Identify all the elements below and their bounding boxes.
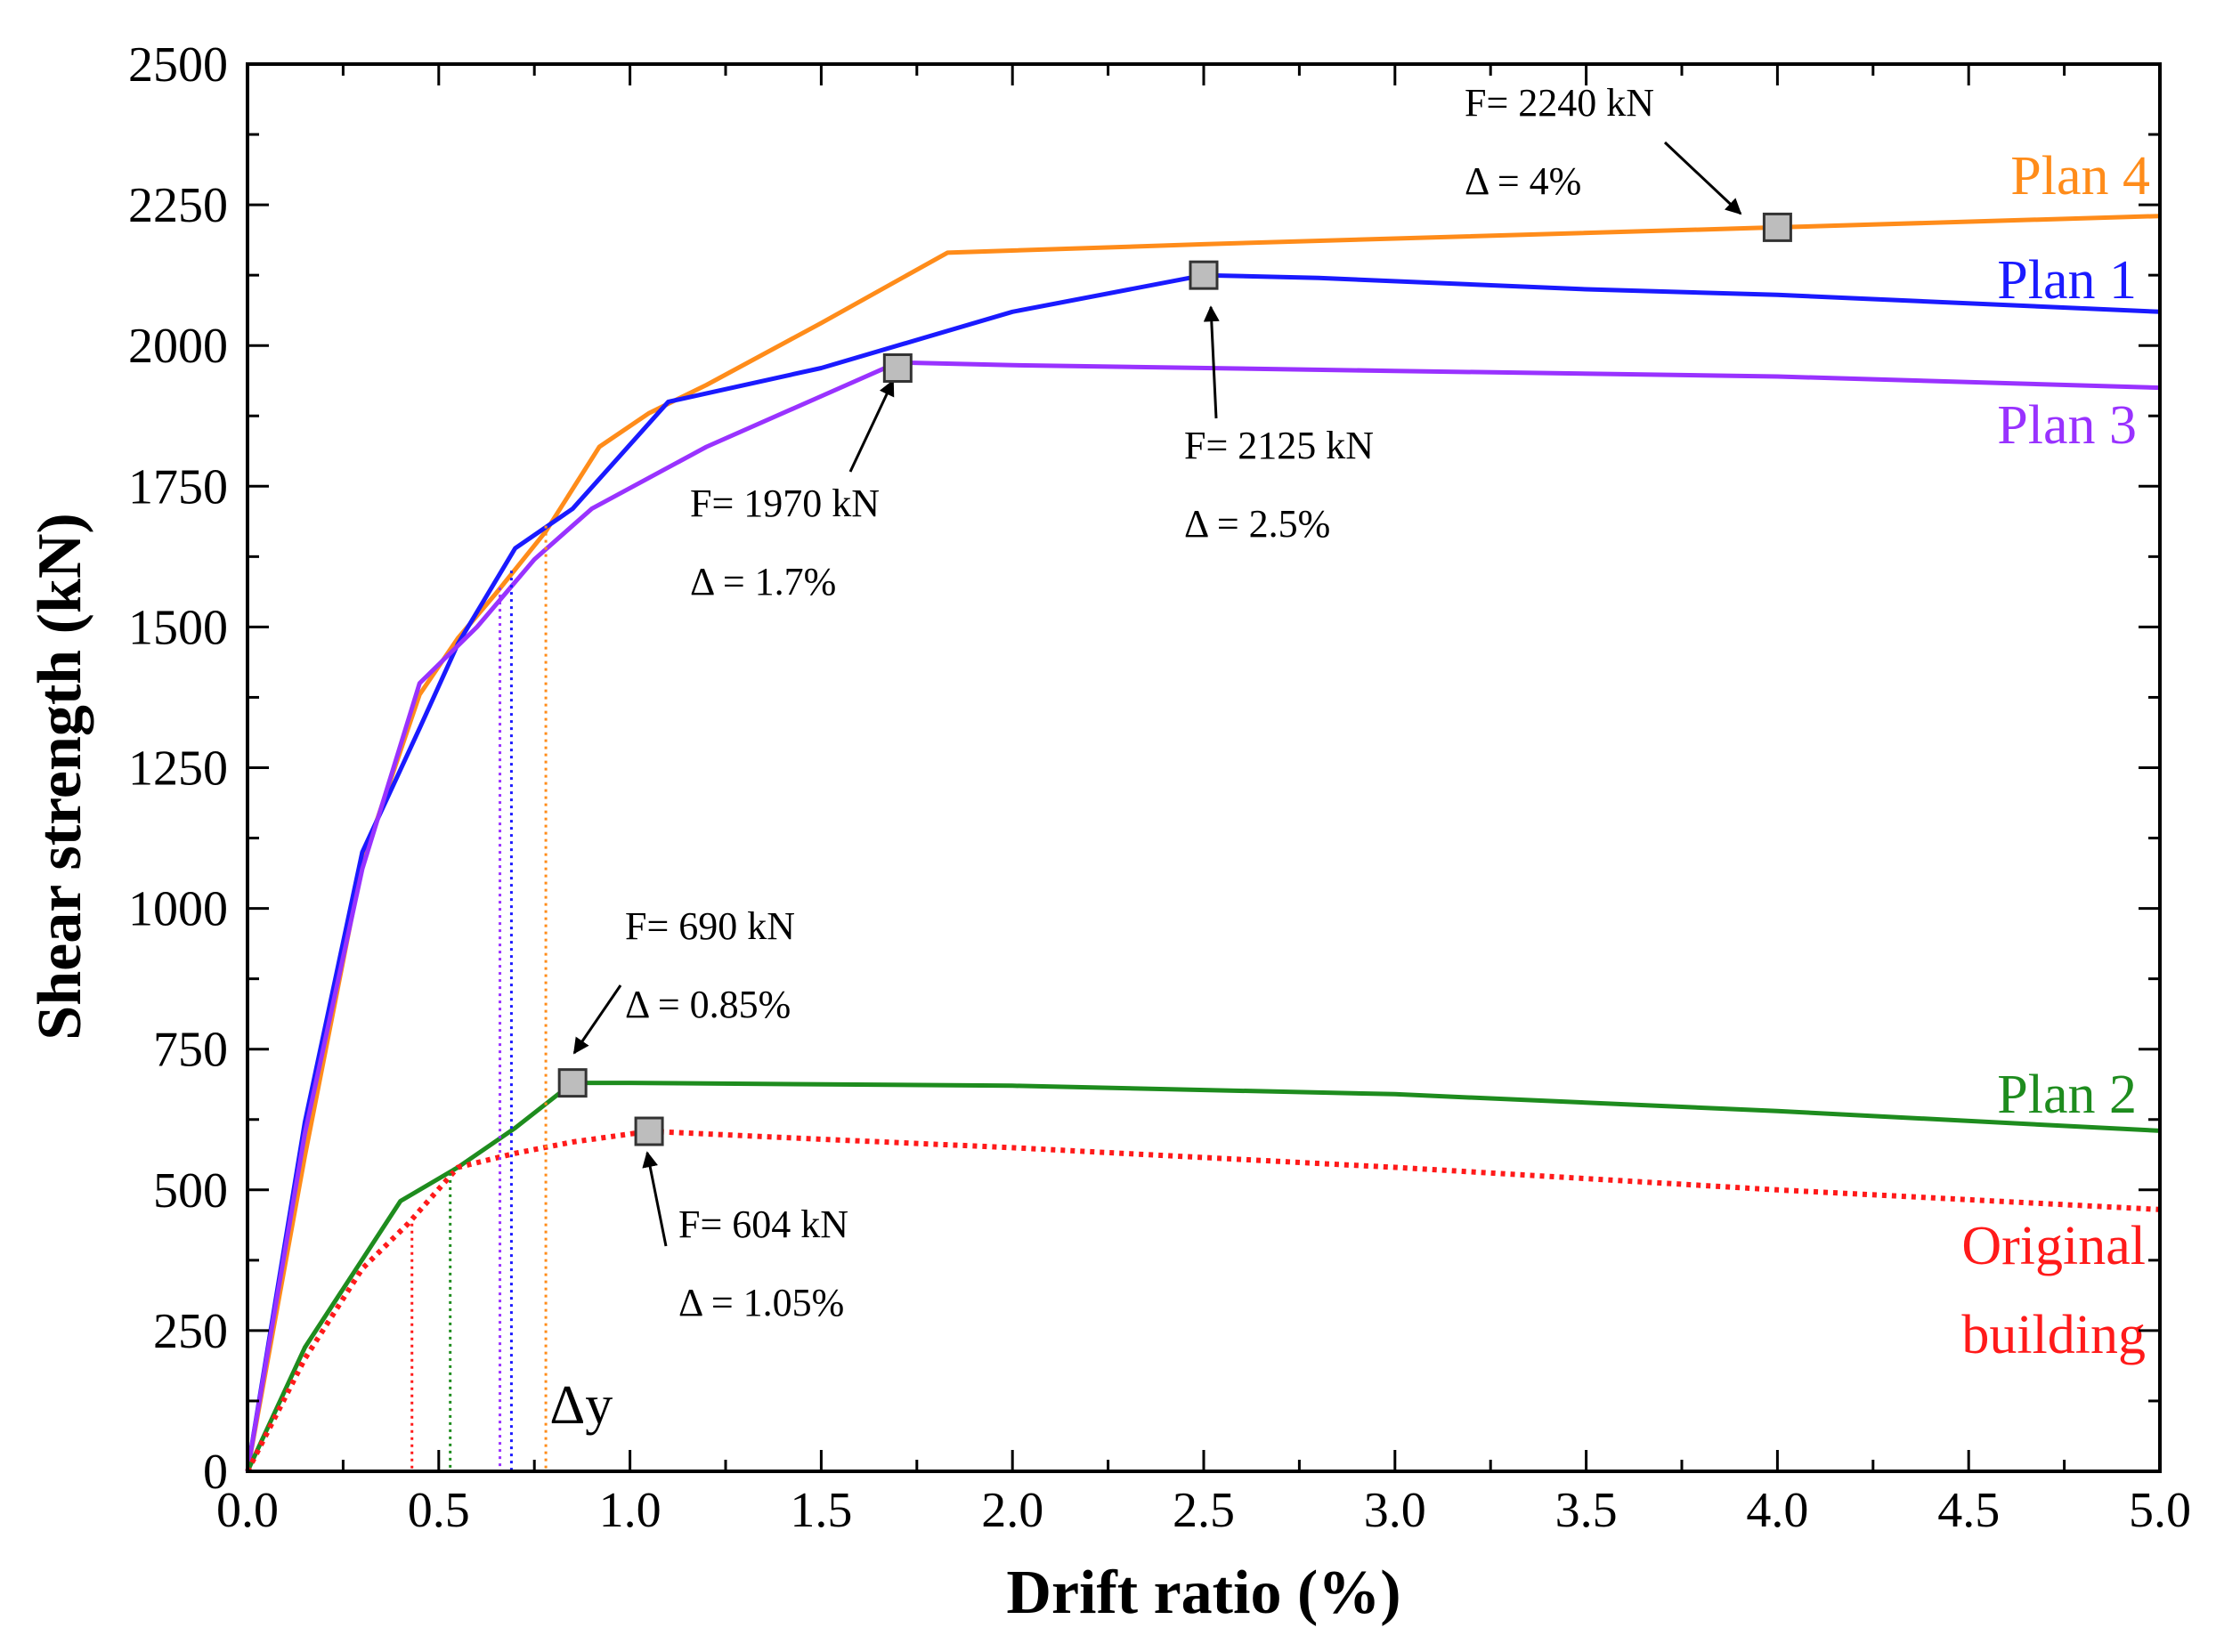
x-tick-label: 3.5 [1555,1483,1618,1538]
y-tick-label: 1250 [128,741,228,797]
peak-drift-label: Δ = 1.7% [690,560,836,603]
peak-marker [882,352,913,383]
x-tick-label: 4.5 [1937,1483,2000,1538]
peak-arrow [642,1151,668,1247]
y-axis-title: Shear strength (kN) [26,513,94,1040]
peak-marker [1762,212,1792,242]
x-tick-label: 0.0 [216,1483,279,1538]
series-label: Plan 4 [2010,146,2150,206]
x-tick-label: 2.0 [981,1483,1043,1538]
peak-marker [634,1116,664,1146]
peak-drift-label: Δ = 0.85% [625,983,791,1026]
series-layer: Plan 4 Plan 1 Plan 3 Plan 2 Original building [245,146,2161,1473]
peak-drift-label: Δ = 2.5% [1184,502,1330,546]
axis-ticks: 0.0 0.5 1.0 1.5 2.0 2.5 3.0 3.5 4.0 4.5 5.0 0 250 500… [128,37,2191,1538]
peak-marker [1189,260,1219,290]
y-tick-label: 1500 [128,600,228,655]
y-tick-label: 750 [153,1023,228,1078]
peak-force-label: F= 2125 kN [1184,424,1374,467]
y-tick-label: 2250 [128,178,228,233]
series-label: Original [1961,1216,2146,1276]
series-line [245,1129,2161,1473]
peak-arrow [1663,141,1742,215]
x-tick-label: 4.0 [1746,1483,1808,1538]
x-tick-label: 1.5 [790,1483,852,1538]
x-tick-label: 0.5 [408,1483,470,1538]
peak-arrow [848,379,895,473]
x-tick-label: 1.0 [599,1483,662,1538]
y-tick-label: 1750 [128,459,228,514]
y-tick-label: 250 [153,1304,228,1359]
y-tick-label: 500 [153,1163,228,1219]
series-label: building [1961,1305,2146,1365]
series-line [245,214,2161,1472]
peak-force-label: F= 604 kN [678,1203,848,1246]
peak-drift-label: Δ = 1.05% [678,1281,844,1324]
x-axis-title: Drift ratio (%) [1006,1559,1400,1627]
y-tick-label: 2500 [128,37,228,93]
y-tick-label: 0 [203,1445,228,1500]
peak-annotations: F= 2240 kN Δ = 4% F= 2125 kN Δ = 2.5% F= 197… [557,81,1792,1324]
series-line [245,360,2161,1472]
yield-drift-label: Δy [549,1375,613,1436]
series-line [245,1081,2161,1473]
peak-force-label: F= 2240 kN [1465,81,1654,125]
peak-arrow [572,984,622,1055]
peak-force-label: F= 1970 kN [690,482,880,525]
peak-force-label: F= 690 kN [625,904,795,948]
yield-lines [410,525,548,1471]
x-tick-label: 3.0 [1364,1483,1426,1538]
peak-marker [557,1068,588,1098]
series-label: Plan 2 [1997,1065,2137,1125]
x-tick-label: 5.0 [2129,1483,2191,1538]
series-label: Plan 1 [1997,250,2137,311]
y-tick-label: 1000 [128,882,228,937]
peak-arrow [1203,305,1220,419]
y-tick-label: 2000 [128,319,228,374]
x-tick-label: 2.5 [1173,1483,1235,1538]
peak-drift-label: Δ = 4% [1465,159,1581,203]
series-label: Plan 3 [1997,395,2137,456]
